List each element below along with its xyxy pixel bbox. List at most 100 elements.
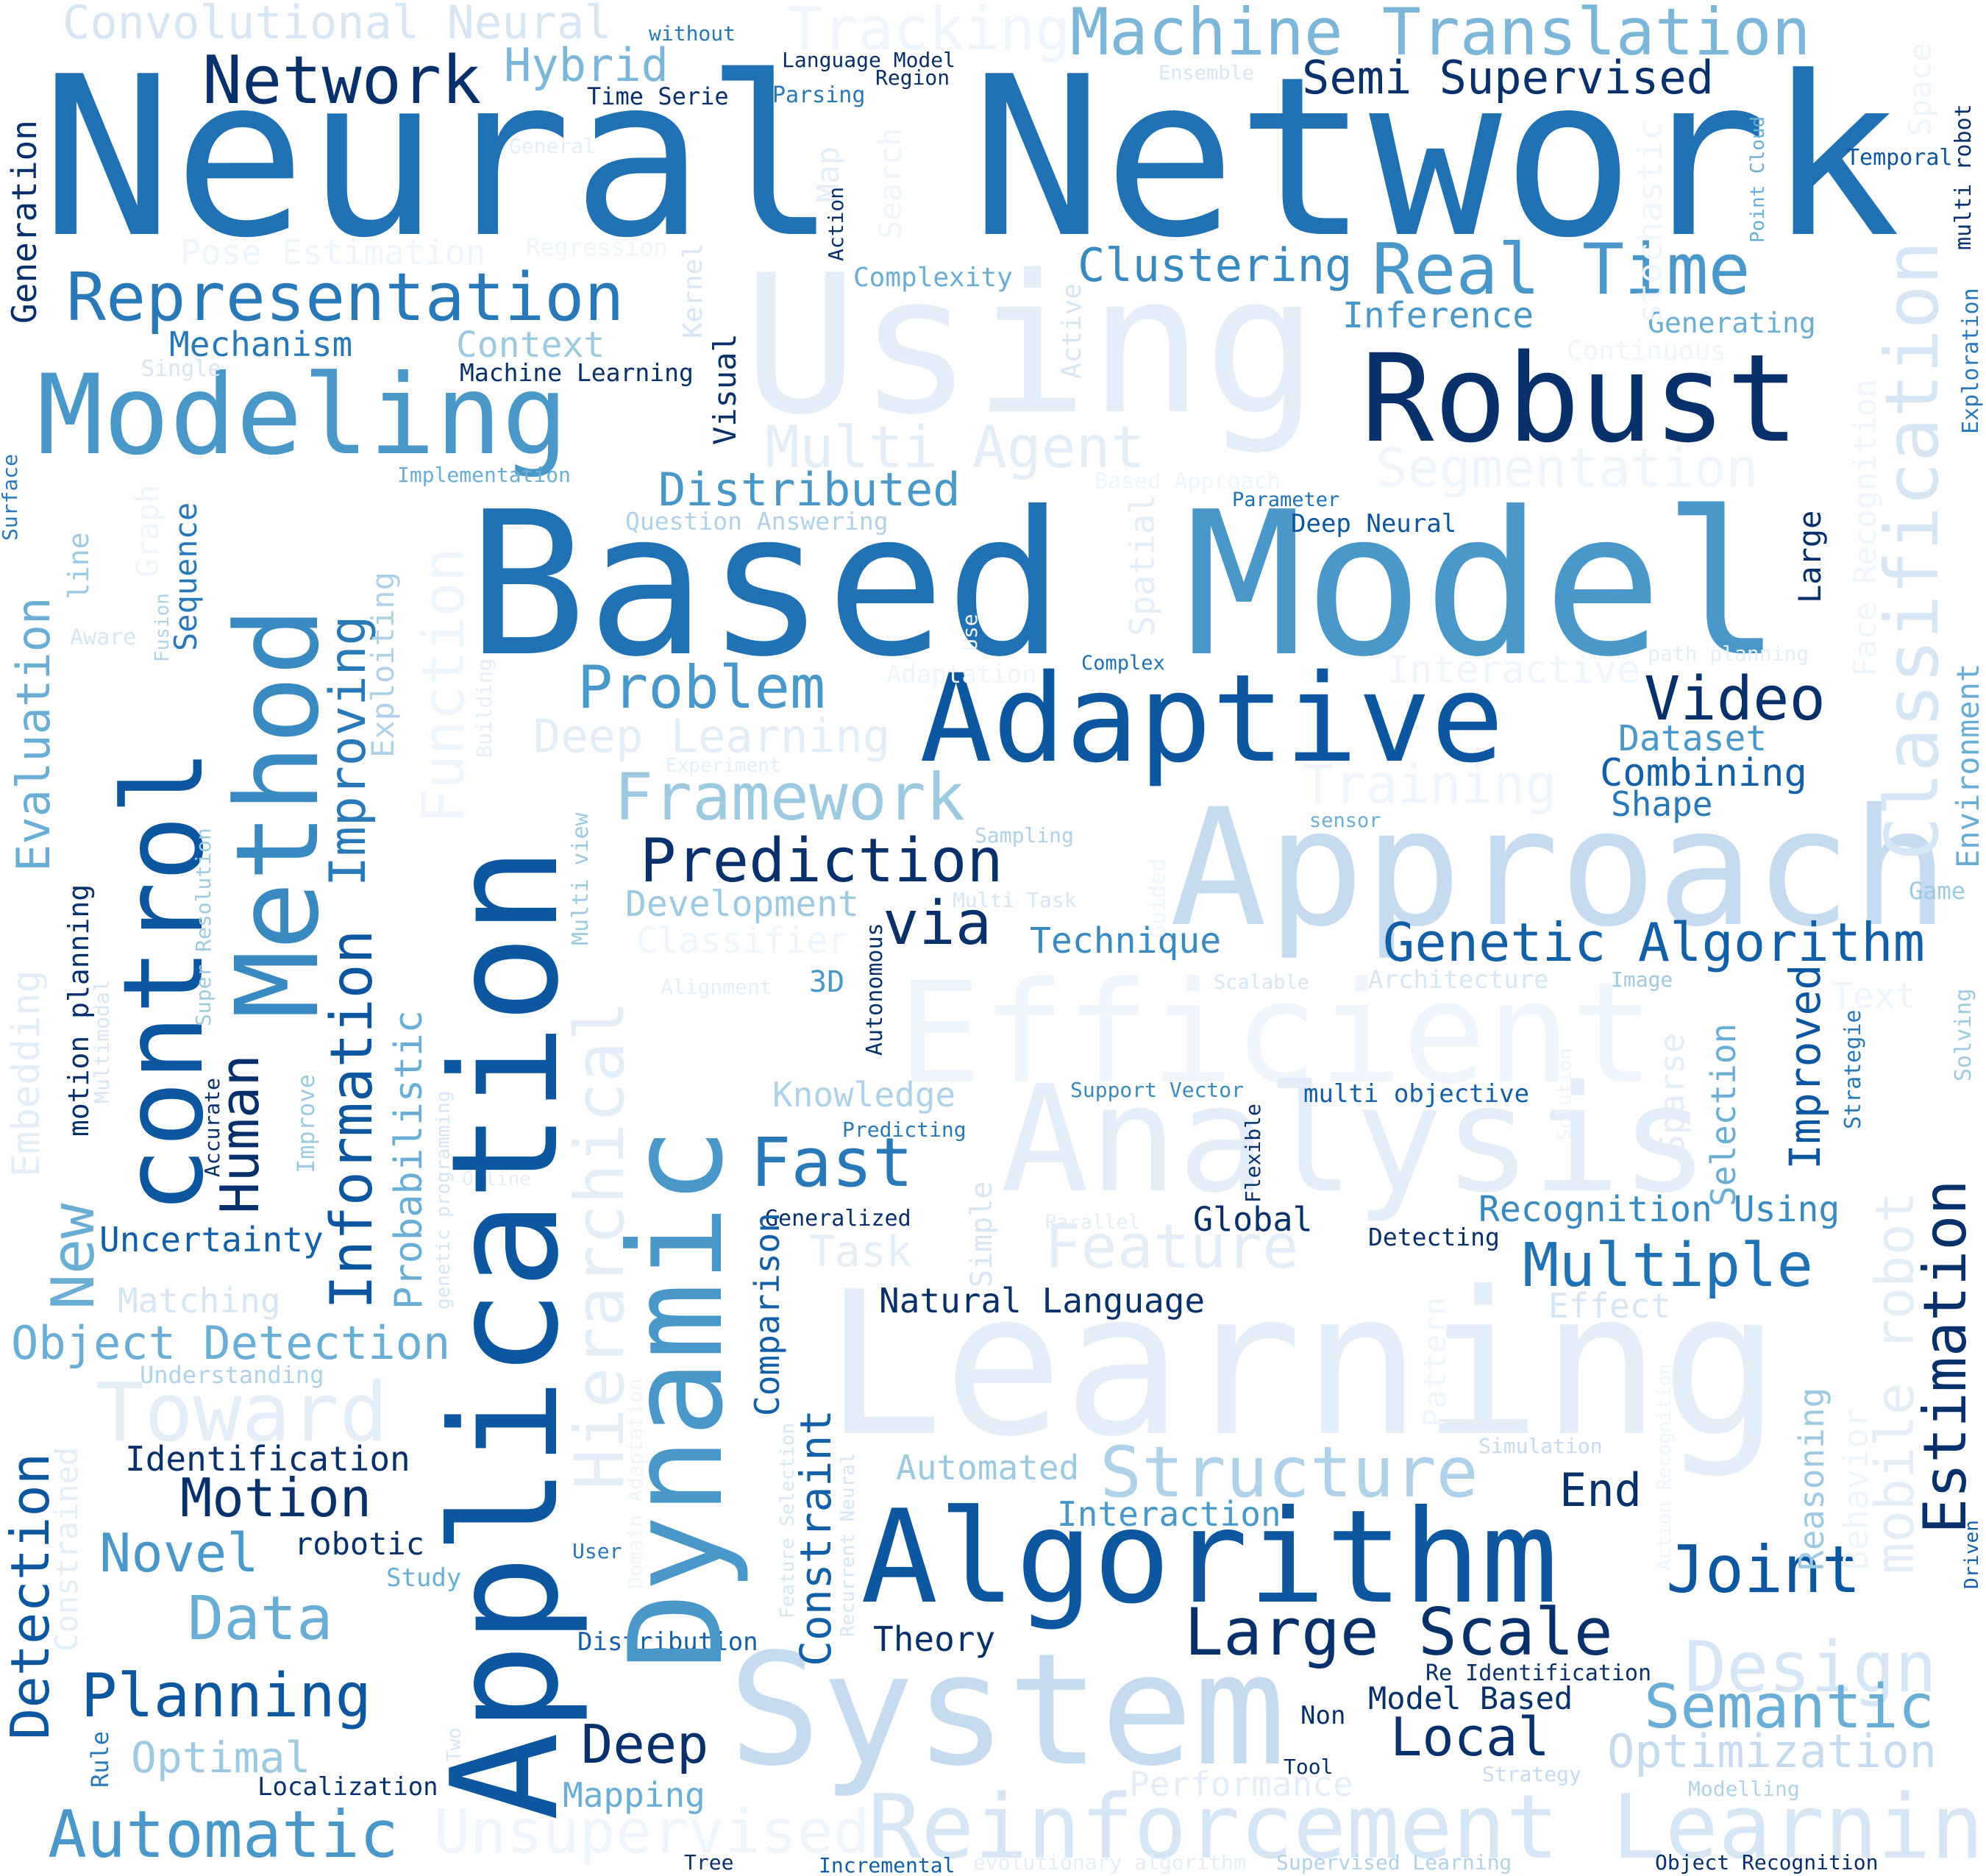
word: Machine Translation	[1070, 0, 1811, 70]
word: Model Based	[1368, 1680, 1573, 1716]
word: Time Serie	[587, 82, 729, 110]
word: Driven	[1961, 1520, 1983, 1589]
word: multi robot	[1951, 104, 1976, 250]
word: Deep	[581, 1713, 709, 1775]
word: Visual	[707, 333, 743, 445]
word: Reinforcement Learning	[868, 1777, 1986, 1876]
word: Graph	[129, 484, 166, 578]
word: Comparison	[747, 1212, 787, 1416]
word: Efficient	[897, 952, 1655, 1115]
word: Robust	[1361, 328, 1800, 469]
word: Algorithm	[861, 1483, 1559, 1632]
word: motion planning	[63, 884, 95, 1137]
word: Multi Agent	[765, 415, 1145, 481]
word: System	[728, 1620, 1286, 1800]
word: Human	[209, 1054, 271, 1214]
word: Interactive	[1387, 648, 1640, 692]
word: Object Detection	[11, 1316, 451, 1370]
word: Autonomous	[862, 923, 888, 1056]
word: Sparse	[1652, 1032, 1692, 1155]
word: Embedding	[4, 970, 49, 1177]
word: Parallel	[1044, 1211, 1141, 1234]
word: Solution	[1554, 1048, 1576, 1140]
word: Exploiting	[365, 572, 401, 758]
word: Search	[872, 127, 908, 239]
word: Clustering	[1078, 238, 1353, 292]
word: Ensemble	[1158, 62, 1255, 85]
word: Region	[875, 65, 950, 90]
word: Dataset	[1618, 718, 1768, 759]
word: Scalable	[1214, 971, 1310, 994]
word: Toward	[96, 1365, 388, 1460]
word: Local	[1390, 1706, 1550, 1768]
word: Fast	[750, 1123, 914, 1202]
word: Model	[1184, 469, 1782, 700]
word: Pattern	[1417, 1296, 1453, 1427]
word: Shape	[1611, 784, 1713, 824]
word: User	[572, 1539, 622, 1563]
word: Single	[141, 356, 221, 382]
word: Regression	[526, 233, 668, 261]
word: Novel	[99, 1522, 259, 1584]
word: Two	[444, 1727, 466, 1762]
word: Building	[472, 658, 496, 758]
word: Problem	[577, 653, 826, 722]
word: Language Model	[782, 48, 956, 72]
word: Spatial	[1122, 494, 1162, 636]
word: Global	[1193, 1200, 1313, 1239]
word: stochastic	[1630, 120, 1670, 324]
word: Strategy	[1482, 1762, 1581, 1786]
word: Space	[1902, 43, 1938, 136]
word: Evaluation	[7, 597, 60, 872]
word: Semi Supervised	[1302, 51, 1714, 104]
word: Generating	[1648, 307, 1816, 339]
word: Learning	[824, 1248, 1781, 1480]
word: Exploration	[1958, 288, 1984, 434]
word: Framework	[614, 759, 965, 835]
word: Mechanism	[169, 324, 353, 364]
word: Feature	[1044, 1212, 1299, 1282]
word: Training	[1302, 753, 1557, 815]
word: Reasoning	[1792, 1387, 1832, 1571]
word: without	[649, 21, 736, 46]
word: Constraint	[791, 1409, 841, 1666]
word: 3D	[809, 965, 845, 999]
word: Recognition Using	[1478, 1189, 1840, 1230]
word: Continuous	[1567, 336, 1726, 366]
word: Use	[958, 614, 982, 651]
word: Aware	[70, 625, 137, 650]
word: Task	[809, 1226, 912, 1276]
word: Generation	[4, 120, 44, 324]
word: Network	[202, 42, 482, 119]
word: Distribution	[577, 1627, 758, 1657]
word: Flexible	[1241, 1104, 1265, 1203]
word: Mapping	[563, 1775, 705, 1815]
word: Method	[211, 607, 344, 1019]
word: Prediction	[640, 826, 1003, 896]
word: Action	[824, 186, 848, 261]
word: Planning	[81, 1661, 371, 1731]
word: Improved	[1780, 964, 1830, 1170]
word: Selection	[1704, 1023, 1743, 1207]
word: Effect	[1548, 1286, 1671, 1326]
word: robotic	[294, 1526, 425, 1562]
word: Using	[743, 235, 1319, 457]
word: Recurrent Neural	[837, 1452, 859, 1637]
word: Combining	[1600, 751, 1807, 795]
word: Natural Language	[879, 1281, 1206, 1321]
word: Game	[1909, 877, 1966, 905]
word: Incremental	[819, 1853, 955, 1876]
word: Guided	[1145, 858, 1171, 938]
word: Text	[1832, 976, 1917, 1017]
word: Design	[1684, 1627, 1937, 1708]
word: genetic programming	[433, 1090, 455, 1310]
word: Improve	[292, 1074, 320, 1173]
word: Image	[1611, 967, 1673, 992]
word: End	[1559, 1463, 1642, 1517]
word: Modelling	[1688, 1777, 1800, 1801]
word: Knowledge	[772, 1075, 956, 1115]
word: Theory	[873, 1619, 996, 1659]
word: Online	[462, 1168, 531, 1190]
word: Large	[1792, 510, 1828, 603]
word: Sampling	[975, 823, 1074, 848]
